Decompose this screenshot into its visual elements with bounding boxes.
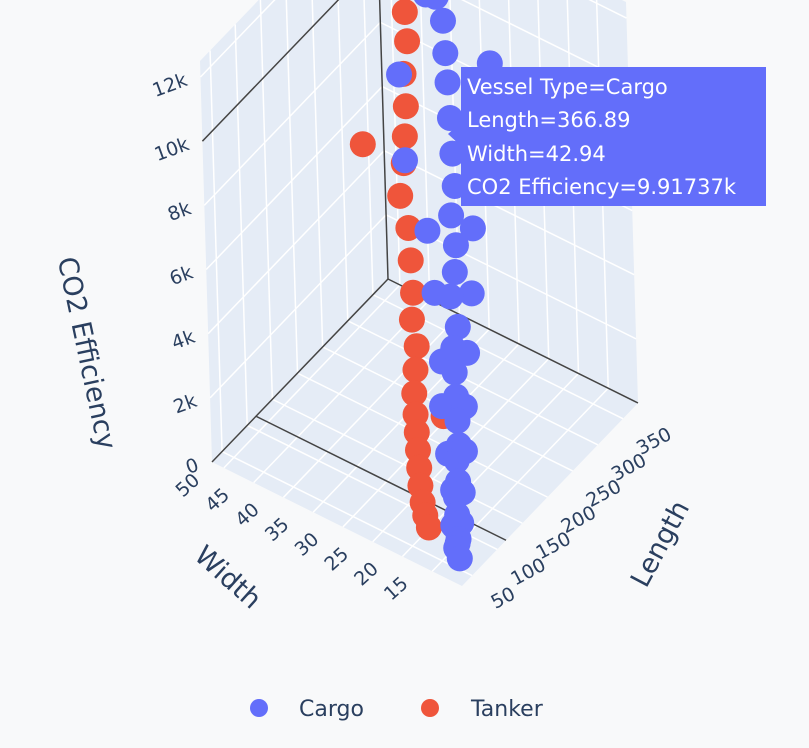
legend: Cargo Tanker (250, 697, 544, 722)
z-tick-label: 6k (167, 262, 196, 291)
data-point-tanker[interactable] (415, 514, 442, 541)
grid-line (259, 0, 274, 400)
data-point-cargo[interactable] (444, 407, 471, 434)
data-point-cargo[interactable] (451, 438, 478, 465)
data-point-tanker[interactable] (395, 214, 422, 241)
data-point-cargo[interactable] (440, 335, 467, 362)
data-point-cargo[interactable] (442, 232, 469, 259)
y-tick-label: 25 (320, 543, 353, 576)
y-tick-label: 40 (231, 499, 264, 532)
data-point-cargo[interactable] (441, 359, 468, 386)
axis-line (201, 0, 340, 142)
grid-line (209, 50, 223, 452)
data-point-tanker[interactable] (391, 0, 418, 26)
z-tick-label: 2k (171, 390, 200, 419)
data-point-cargo[interactable] (423, 0, 449, 10)
data-point-cargo[interactable] (441, 259, 468, 286)
x-tick-label: 50 (487, 583, 519, 614)
data-points (349, 0, 503, 572)
grid-line (223, 284, 401, 469)
grid-line (205, 86, 383, 271)
x-tick-label: 350 (633, 423, 675, 459)
legend-marker-cargo (250, 699, 268, 717)
grid-line (311, 0, 324, 347)
z-tick-label: 8k (165, 197, 194, 226)
data-point-cargo[interactable] (434, 69, 461, 96)
y-axis-title: Width (188, 540, 267, 616)
data-point-cargo[interactable] (392, 147, 419, 174)
data-point-tanker[interactable] (392, 93, 419, 120)
data-point-tanker[interactable] (403, 333, 430, 360)
data-point-cargo[interactable] (438, 202, 465, 229)
data-point-cargo[interactable] (436, 104, 463, 131)
legend-item-tanker[interactable]: Tanker (421, 697, 544, 722)
data-point-cargo[interactable] (459, 215, 486, 242)
data-point-cargo[interactable] (444, 313, 471, 340)
tooltip-line: CO2 Efficiency=9.91737k (467, 175, 737, 199)
z-tick-label: 12k (150, 69, 191, 102)
z-tick-label: 4k (169, 326, 198, 355)
tooltip-box (461, 67, 766, 206)
tooltip-line: Vessel Type=Cargo (467, 75, 668, 99)
data-point-cargo[interactable] (386, 61, 413, 88)
data-point-tanker[interactable] (398, 306, 425, 333)
hover-tooltip: Vessel Type=Cargo Length=366.89 Width=42… (448, 67, 766, 206)
axis-line (378, 0, 389, 280)
grid-line (383, 150, 635, 276)
grid-line (253, 299, 431, 484)
data-point-cargo[interactable] (446, 545, 473, 572)
data-point-cargo[interactable] (439, 140, 466, 167)
tooltip-pointer (448, 122, 461, 146)
data-point-cargo[interactable] (414, 217, 441, 244)
grid-line (342, 343, 520, 528)
data-point-tanker[interactable] (349, 131, 376, 158)
data-point-tanker[interactable] (402, 356, 429, 383)
y-tick-label: 20 (350, 558, 383, 591)
data-point-tanker[interactable] (387, 182, 414, 209)
legend-label-cargo: Cargo (299, 697, 364, 722)
z-axis-title: CO2 Efficiency (51, 254, 122, 452)
data-point-tanker[interactable] (397, 247, 424, 274)
tooltip-line: Length=366.89 (467, 108, 631, 132)
y-tick-label: 30 (291, 528, 324, 561)
grid-line (199, 0, 276, 78)
data-point-tanker[interactable] (394, 28, 421, 55)
grid-line (337, 0, 349, 321)
data-point-cargo[interactable] (437, 283, 464, 310)
legend-marker-tanker (421, 699, 439, 717)
data-point-cargo[interactable] (432, 40, 459, 67)
data-point-cargo[interactable] (429, 7, 456, 34)
grid-line (203, 21, 381, 206)
z-tick-label: 10k (152, 133, 193, 166)
grid-line (234, 24, 248, 426)
grid-line (363, 0, 374, 295)
data-point-cargo[interactable] (449, 479, 476, 506)
y-tick-label: 45 (201, 484, 234, 517)
grid-line (460, 0, 629, 83)
data-point-tanker[interactable] (401, 380, 428, 407)
data-point-cargo[interactable] (458, 280, 485, 307)
data-point-tanker[interactable] (400, 279, 427, 306)
legend-item-cargo[interactable]: Cargo (250, 697, 364, 722)
y-tick-label: 35 (261, 513, 294, 546)
tooltip-line: Width=42.94 (467, 142, 606, 166)
grid-line (209, 214, 387, 399)
grid-line (282, 313, 460, 498)
legend-label-tanker: Tanker (470, 697, 544, 722)
grid-line (207, 150, 385, 335)
y-tick-label: 15 (380, 573, 413, 606)
axis-line (211, 278, 389, 463)
data-point-tanker[interactable] (391, 123, 418, 150)
x-axis-title: Length (625, 496, 696, 593)
grid-line (285, 0, 299, 374)
